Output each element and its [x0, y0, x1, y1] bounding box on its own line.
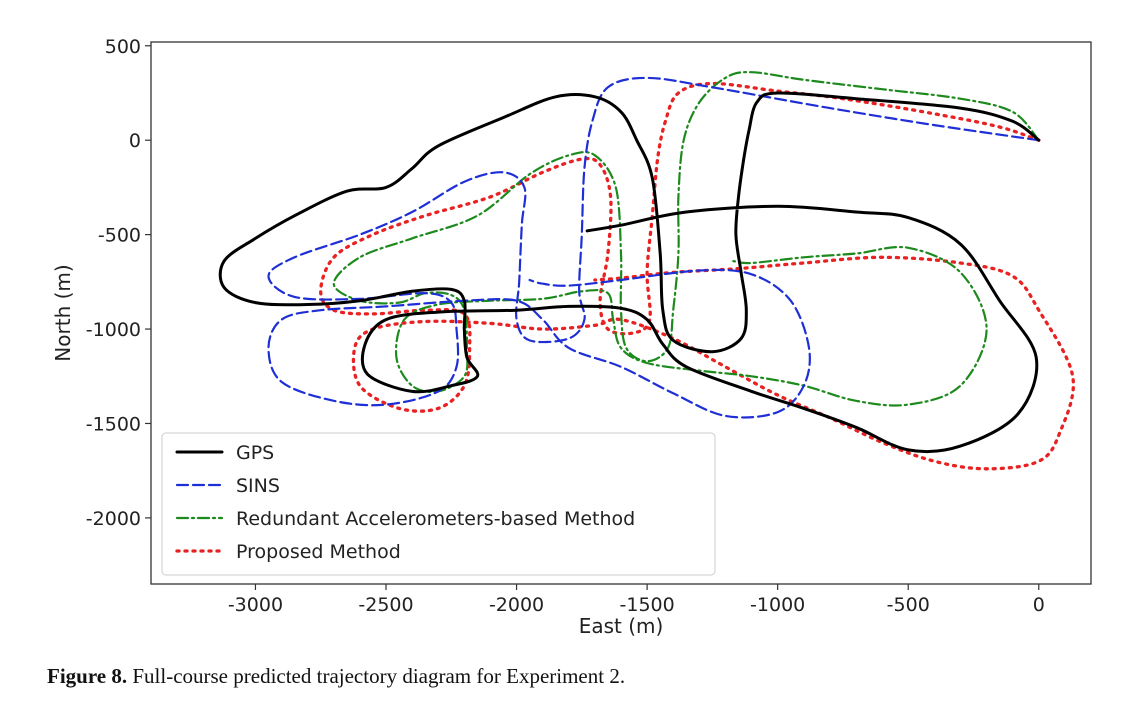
y-axis-label: North (m)	[51, 264, 75, 361]
plot-frame	[150, 41, 1092, 585]
caption-label: Figure 8.	[47, 664, 128, 688]
series-line-sins	[267, 76, 1040, 419]
x-tick-label: -500	[887, 594, 930, 616]
x-tick-label: -2500	[358, 594, 413, 616]
x-tick-label: -1000	[750, 594, 805, 616]
y-tick-label: 500	[105, 36, 141, 58]
x-tick-label: -2000	[489, 594, 544, 616]
caption-text: Full-course predicted trajectory diagram…	[127, 664, 626, 688]
x-tick-label: -1500	[620, 594, 675, 616]
y-tick-label: -1500	[86, 413, 141, 435]
legend: GPS SINS Redundant Accelerometers-based Me…	[161, 432, 716, 576]
y-tick-label: -500	[98, 225, 141, 247]
series-layer	[218, 71, 1076, 471]
series-line-gps	[218, 91, 1041, 454]
x-axis-label: East (m)	[579, 614, 664, 638]
legend-label-sins: SINS	[236, 475, 280, 497]
series-line-redundant-accelerometers-based-method	[332, 71, 1040, 407]
y-axis: 500 0 -500 -1000 -1500 -2000	[86, 36, 151, 530]
series-line-proposed-method	[319, 81, 1076, 471]
y-tick-label: 0	[129, 130, 141, 152]
legend-label-proposed-method: Proposed Method	[236, 541, 401, 563]
figure-caption: Figure 8. Full-course predicted trajecto…	[47, 664, 625, 689]
legend-label-redundant-accelerometers-based-method: Redundant Accelerometers-based Method	[236, 508, 635, 530]
legend-label-gps: GPS	[236, 442, 274, 464]
legend-box	[161, 432, 716, 576]
x-axis: -3000 -2500 -2000 -1500 -1000 -500 0	[228, 584, 1045, 616]
y-tick-label: -2000	[86, 508, 141, 530]
x-tick-label: 0	[1033, 594, 1045, 616]
y-tick-label: -1000	[86, 319, 141, 341]
x-tick-label: -3000	[228, 594, 283, 616]
